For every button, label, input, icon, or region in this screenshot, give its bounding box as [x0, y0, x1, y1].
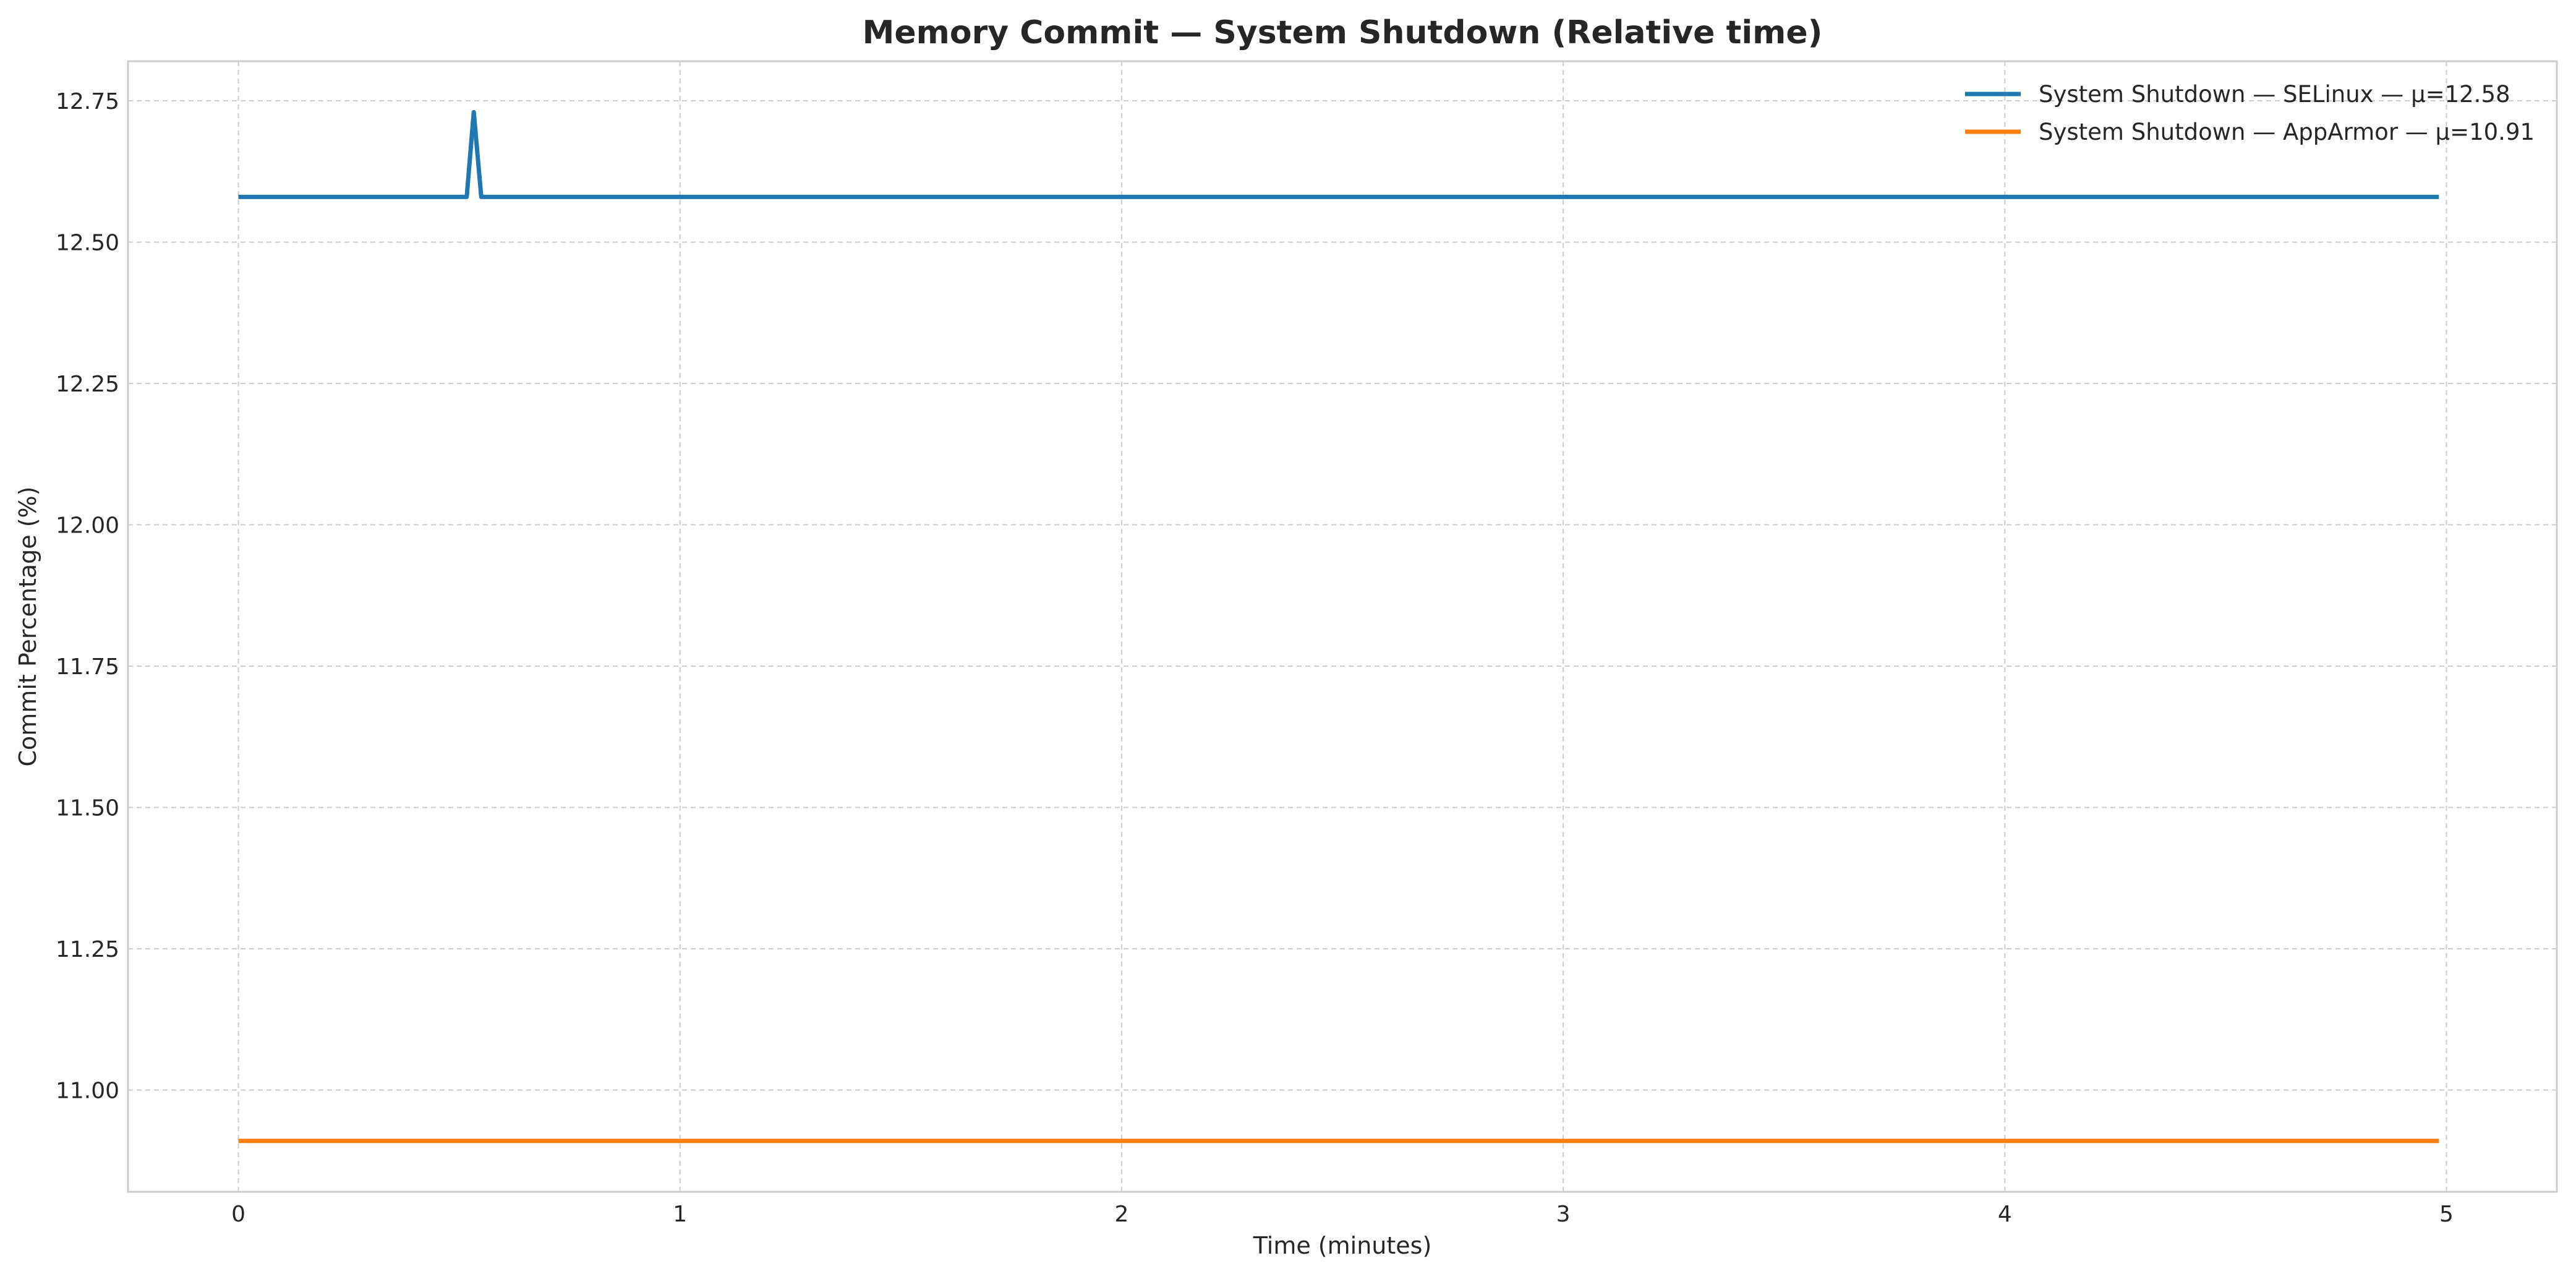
y-tick-label: 11.00	[56, 1078, 119, 1103]
y-axis-label: Commit Percentage (%)	[14, 487, 41, 767]
x-axis-ticks: 0 1 2 3 4 5	[231, 1202, 2454, 1227]
legend-label-0: System Shutdown — SELinux — μ=12.58	[2039, 81, 2510, 108]
grid-lines	[128, 61, 2557, 1192]
y-tick-label: 11.25	[56, 937, 119, 962]
x-tick-label: 2	[1114, 1202, 1128, 1227]
x-tick-label: 0	[231, 1202, 245, 1227]
series-lines	[238, 109, 2439, 1144]
y-tick-label: 11.50	[56, 795, 119, 821]
x-tick-label: 1	[673, 1202, 687, 1227]
chart-title: Memory Commit — System Shutdown (Relativ…	[863, 14, 1823, 51]
x-tick-label: 3	[1556, 1202, 1571, 1227]
legend-label-1: System Shutdown — AppArmor — μ=10.91	[2039, 119, 2535, 145]
x-axis-label: Time (minutes)	[1253, 1232, 1432, 1259]
y-tick-label: 12.75	[56, 89, 119, 114]
x-tick-label: 4	[1998, 1202, 2012, 1227]
y-tick-label: 12.00	[56, 513, 119, 538]
y-axis-ticks: 11.00 11.25 11.50 11.75 12.00 12.25 12.50 12.75	[56, 89, 119, 1103]
y-tick-label: 12.50	[56, 230, 119, 255]
plot-area-frame	[127, 60, 2558, 1193]
x-tick-label: 5	[2439, 1202, 2454, 1227]
y-tick-label: 11.75	[56, 654, 119, 680]
series-line-0	[238, 109, 2439, 199]
y-tick-label: 12.25	[56, 372, 119, 397]
legend: System Shutdown — SELinux — μ=12.58 Syste…	[1965, 81, 2535, 145]
